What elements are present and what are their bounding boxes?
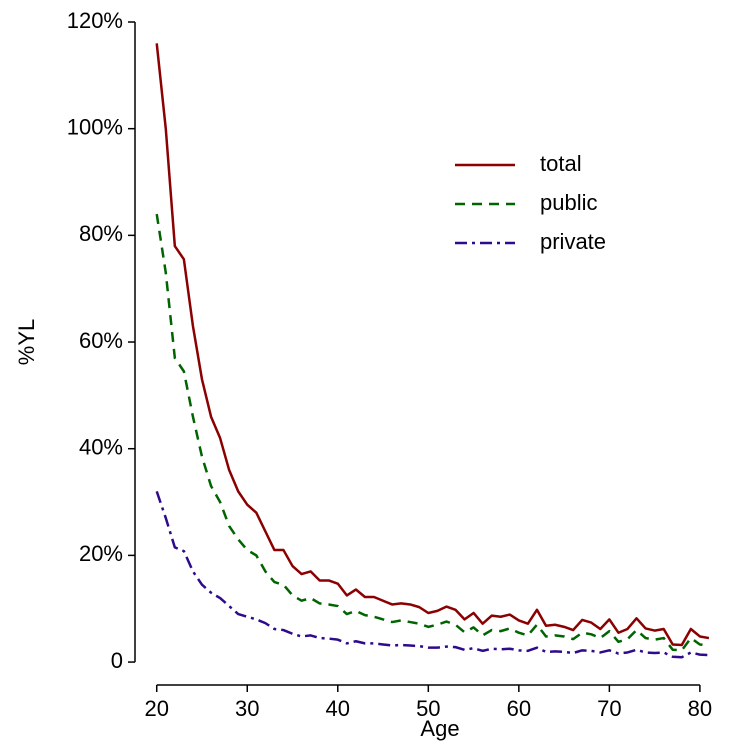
- x-tick-label: 20: [144, 696, 168, 721]
- y-tick-label: 100%: [67, 114, 123, 139]
- legend-label: total: [540, 151, 582, 176]
- legend-label: public: [540, 190, 597, 215]
- x-tick-label: 40: [326, 696, 350, 721]
- line-series: [155, 490, 710, 659]
- y-axis-label: %YL: [14, 319, 39, 365]
- x-tick-label: 30: [235, 696, 259, 721]
- x-tick-label: 50: [416, 696, 440, 721]
- y-tick-label: 60%: [79, 328, 123, 353]
- x-tick-label: 60: [507, 696, 531, 721]
- y-tick-label: 120%: [67, 8, 123, 33]
- y-tick-label: 20%: [79, 541, 123, 566]
- legend-label: private: [540, 229, 606, 254]
- y-tick-label: 0: [111, 648, 123, 673]
- line-series: [155, 213, 710, 652]
- x-tick-label: 80: [688, 696, 712, 721]
- line-series: [155, 43, 710, 647]
- x-axis-label: Age: [420, 716, 459, 741]
- y-tick-label: 40%: [79, 435, 123, 460]
- y-tick-label: 80%: [79, 221, 123, 246]
- x-tick-label: 70: [597, 696, 621, 721]
